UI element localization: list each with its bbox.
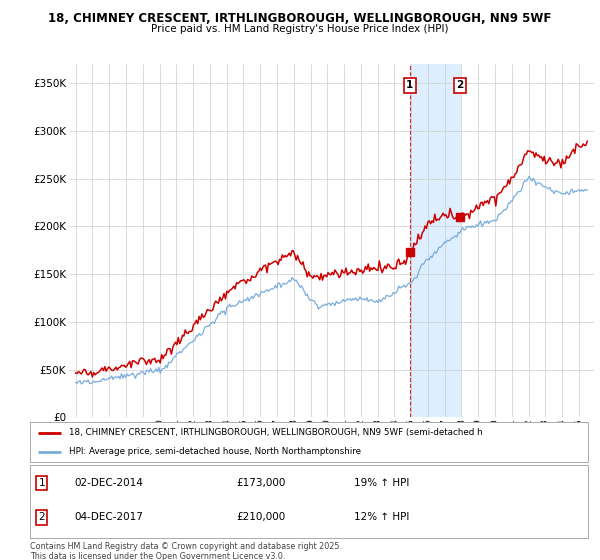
Bar (410, 64, 460, 417)
Text: Price paid vs. HM Land Registry's House Price Index (HPI): Price paid vs. HM Land Registry's House … (151, 24, 449, 34)
Text: 1: 1 (38, 478, 45, 488)
Text: 2: 2 (457, 81, 464, 90)
Text: Contains HM Land Registry data © Crown copyright and database right 2025.
This d: Contains HM Land Registry data © Crown c… (30, 542, 342, 560)
Text: 02-DEC-2014: 02-DEC-2014 (74, 478, 143, 488)
Text: 18, CHIMNEY CRESCENT, IRTHLINGBOROUGH, WELLINGBOROUGH, NN9 5WF (semi-detached h: 18, CHIMNEY CRESCENT, IRTHLINGBOROUGH, W… (69, 428, 482, 437)
Text: 1: 1 (406, 81, 413, 90)
Text: £173,000: £173,000 (236, 478, 286, 488)
Text: 18, CHIMNEY CRESCENT, IRTHLINGBOROUGH, WELLINGBOROUGH, NN9 5WF: 18, CHIMNEY CRESCENT, IRTHLINGBOROUGH, W… (49, 12, 551, 25)
Text: £210,000: £210,000 (236, 512, 286, 522)
Text: 12% ↑ HPI: 12% ↑ HPI (353, 512, 409, 522)
Text: HPI: Average price, semi-detached house, North Northamptonshire: HPI: Average price, semi-detached house,… (69, 447, 361, 456)
Text: 04-DEC-2017: 04-DEC-2017 (74, 512, 143, 522)
Text: 19% ↑ HPI: 19% ↑ HPI (353, 478, 409, 488)
Text: 2: 2 (38, 512, 45, 522)
